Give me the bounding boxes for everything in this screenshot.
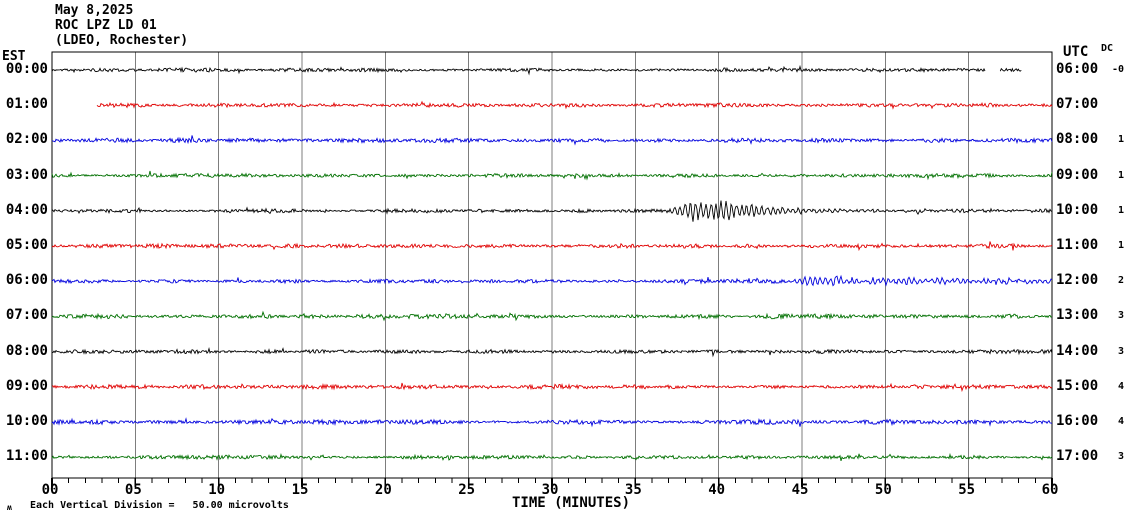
trace-row-0000	[51, 64, 1022, 76]
x-tick-label-35: 35	[624, 482, 642, 498]
x-tick-label-45: 45	[791, 482, 809, 498]
dc-value-row-11: 3	[1117, 451, 1124, 463]
est-label-1100: 11:00	[5, 448, 48, 465]
utc-label-0900: 09:00	[1056, 166, 1099, 183]
utc-label-0700: 07:00	[1056, 96, 1099, 113]
est-label-0300: 03:00	[5, 166, 48, 183]
header-location: (LDEO, Rochester)	[55, 33, 189, 48]
utc-label-1000: 10:00	[1056, 201, 1099, 218]
x-tick-label-60: 60	[1041, 482, 1059, 498]
left-timezone-label: EST	[2, 49, 26, 64]
dc-value-row-10: 4	[1117, 416, 1124, 427]
utc-label-1400: 14:00	[1056, 342, 1099, 359]
utc-label-1700: 17:00	[1056, 448, 1099, 465]
x-tick-label-00: 00	[41, 482, 59, 498]
est-label-0500: 05:00	[5, 237, 48, 253]
trace-row-0100	[96, 100, 1053, 110]
dc-value-row-7: 3	[1117, 310, 1124, 322]
dc-value-row-6: 2	[1117, 275, 1124, 287]
est-label-0600: 06:00	[5, 272, 48, 289]
dc-value-row-3: 1	[1117, 169, 1124, 181]
x-tick-label-40: 40	[708, 482, 726, 498]
utc-label-0800: 08:00	[1056, 131, 1099, 148]
header-date: May 8,2025	[55, 3, 134, 18]
est-label-0800: 08:00	[5, 342, 48, 359]
est-label-0000: 00:00	[5, 61, 48, 77]
trace-row-0700	[51, 310, 1053, 322]
est-label-0200: 02:00	[5, 131, 48, 148]
trace-row-0400	[51, 200, 1053, 222]
dc-value-row-8: 3	[1117, 345, 1124, 357]
x-tick-label-20: 20	[374, 482, 392, 498]
est-label-0400: 04:00	[5, 201, 48, 218]
x-tick-label-50: 50	[874, 482, 892, 498]
utc-label-0600: 06:00	[1056, 61, 1099, 77]
utc-label-1100: 11:00	[1056, 237, 1099, 253]
trace-row-1100	[51, 452, 1053, 462]
dc-value-row-0: -0	[1111, 64, 1124, 75]
right-timezone-label: UTC	[1063, 44, 1089, 60]
trace-row-0600	[51, 274, 1053, 287]
corner-glyph: ʍ	[7, 503, 12, 512]
dc-column-header: DC	[1101, 43, 1114, 54]
utc-label-1300: 13:00	[1056, 307, 1099, 324]
dc-value-row-4: 1	[1117, 204, 1124, 216]
x-axis-title: TIME (MINUTES)	[512, 495, 631, 511]
trace-row-0800	[51, 347, 1053, 358]
trace-row-0300	[51, 170, 1053, 181]
utc-label-1500: 15:00	[1056, 377, 1099, 394]
x-tick-label-30: 30	[541, 482, 559, 498]
est-label-1000: 10:00	[5, 413, 48, 429]
scale-footnote: Each Vertical Division = 50.00 microvolt…	[30, 500, 289, 511]
est-label-0900: 09:00	[5, 377, 48, 394]
trace-row-0200	[51, 135, 1053, 146]
x-tick-label-55: 55	[958, 482, 976, 498]
x-tick-label-15: 15	[291, 482, 309, 498]
x-tick-label-25: 25	[458, 482, 476, 498]
x-tick-label-10: 10	[208, 482, 226, 498]
dc-value-row-5: 1	[1117, 240, 1124, 251]
trace-row-0500	[51, 241, 1053, 252]
trace-row-0900	[51, 382, 1053, 393]
header-station: ROC LPZ LD 01	[55, 18, 157, 33]
est-label-0700: 07:00	[5, 307, 48, 324]
utc-label-1200: 12:00	[1056, 272, 1099, 289]
est-label-0100: 01:00	[5, 96, 48, 113]
dc-value-row-9: 4	[1117, 380, 1124, 392]
trace-row-1000	[51, 417, 1053, 428]
utc-label-1600: 16:00	[1056, 413, 1099, 429]
dc-value-row-2: 1	[1117, 134, 1124, 146]
x-tick-label-05: 05	[124, 482, 142, 498]
